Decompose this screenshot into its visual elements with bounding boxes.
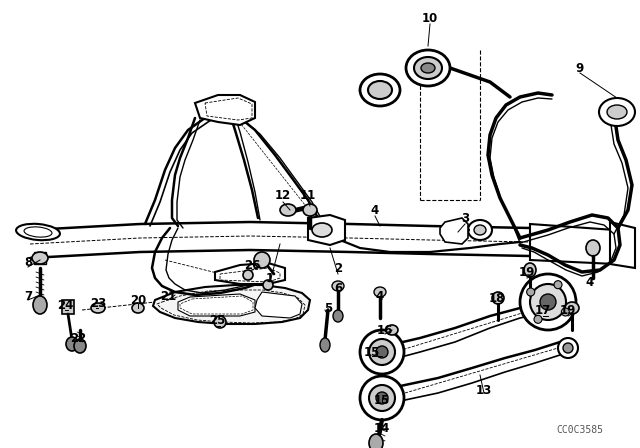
Polygon shape	[610, 222, 635, 268]
Ellipse shape	[565, 302, 579, 314]
Ellipse shape	[527, 288, 534, 296]
Ellipse shape	[33, 296, 47, 314]
Ellipse shape	[360, 376, 404, 420]
Ellipse shape	[303, 204, 317, 216]
Polygon shape	[530, 224, 615, 264]
Text: CC0C3585: CC0C3585	[557, 425, 604, 435]
Ellipse shape	[524, 263, 536, 277]
Ellipse shape	[74, 339, 86, 353]
Ellipse shape	[280, 204, 296, 216]
Ellipse shape	[360, 330, 404, 374]
Ellipse shape	[386, 325, 398, 335]
Text: 12: 12	[275, 189, 291, 202]
Text: 10: 10	[422, 12, 438, 25]
Text: 15: 15	[364, 345, 380, 358]
Ellipse shape	[263, 280, 273, 290]
Text: 11: 11	[300, 189, 316, 202]
Ellipse shape	[374, 287, 386, 297]
Text: 14: 14	[374, 422, 390, 435]
Text: 2: 2	[334, 262, 342, 275]
Text: 23: 23	[90, 297, 106, 310]
Ellipse shape	[558, 338, 578, 358]
Ellipse shape	[254, 252, 270, 268]
Ellipse shape	[132, 303, 144, 313]
Ellipse shape	[586, 240, 600, 256]
Text: 4: 4	[376, 289, 384, 302]
Ellipse shape	[468, 220, 492, 240]
Text: 17: 17	[535, 303, 551, 316]
Ellipse shape	[530, 284, 566, 320]
Ellipse shape	[534, 315, 542, 323]
Polygon shape	[255, 292, 302, 318]
Ellipse shape	[376, 346, 388, 358]
Text: 19: 19	[560, 303, 576, 316]
Text: 26: 26	[244, 258, 260, 271]
Ellipse shape	[369, 339, 395, 365]
Ellipse shape	[474, 225, 486, 235]
Text: 5: 5	[324, 302, 332, 314]
Ellipse shape	[24, 227, 52, 237]
Text: 1: 1	[266, 271, 274, 284]
Text: 13: 13	[476, 383, 492, 396]
Text: 15: 15	[374, 393, 390, 406]
Ellipse shape	[320, 338, 330, 352]
Text: 7: 7	[24, 289, 32, 302]
Text: 22: 22	[70, 332, 86, 345]
Ellipse shape	[66, 337, 78, 351]
Ellipse shape	[607, 105, 627, 119]
Ellipse shape	[32, 252, 48, 264]
Text: 3: 3	[461, 211, 469, 224]
Text: 8: 8	[24, 255, 32, 268]
Text: 4: 4	[371, 203, 379, 216]
Ellipse shape	[360, 74, 400, 106]
Ellipse shape	[214, 316, 226, 328]
Text: 20: 20	[130, 293, 146, 306]
Ellipse shape	[406, 50, 450, 86]
Ellipse shape	[540, 294, 556, 310]
Ellipse shape	[312, 223, 332, 237]
Polygon shape	[216, 318, 224, 326]
Text: 6: 6	[334, 281, 342, 294]
Ellipse shape	[369, 385, 395, 411]
Text: 21: 21	[160, 289, 176, 302]
Ellipse shape	[561, 308, 570, 316]
Ellipse shape	[563, 343, 573, 353]
Polygon shape	[195, 95, 255, 125]
Ellipse shape	[599, 98, 635, 126]
Ellipse shape	[243, 270, 253, 280]
Ellipse shape	[376, 392, 388, 404]
Polygon shape	[440, 218, 468, 244]
Polygon shape	[215, 263, 285, 284]
Polygon shape	[153, 285, 310, 324]
Polygon shape	[308, 215, 345, 245]
Text: 16: 16	[377, 323, 393, 336]
Ellipse shape	[492, 292, 504, 304]
Ellipse shape	[16, 224, 60, 240]
Polygon shape	[34, 252, 46, 264]
Ellipse shape	[520, 274, 576, 330]
Text: 24: 24	[57, 298, 73, 311]
Ellipse shape	[333, 310, 343, 322]
Polygon shape	[62, 300, 74, 314]
Ellipse shape	[368, 81, 392, 99]
Text: 18: 18	[489, 292, 505, 305]
Ellipse shape	[554, 281, 562, 289]
Ellipse shape	[369, 434, 383, 448]
Ellipse shape	[414, 57, 442, 79]
Text: 4: 4	[586, 276, 594, 289]
Ellipse shape	[332, 281, 344, 291]
Ellipse shape	[91, 303, 105, 313]
Text: 25: 25	[209, 314, 225, 327]
Ellipse shape	[421, 63, 435, 73]
Text: 19: 19	[519, 266, 535, 279]
Text: 9: 9	[576, 61, 584, 74]
Polygon shape	[178, 294, 255, 316]
